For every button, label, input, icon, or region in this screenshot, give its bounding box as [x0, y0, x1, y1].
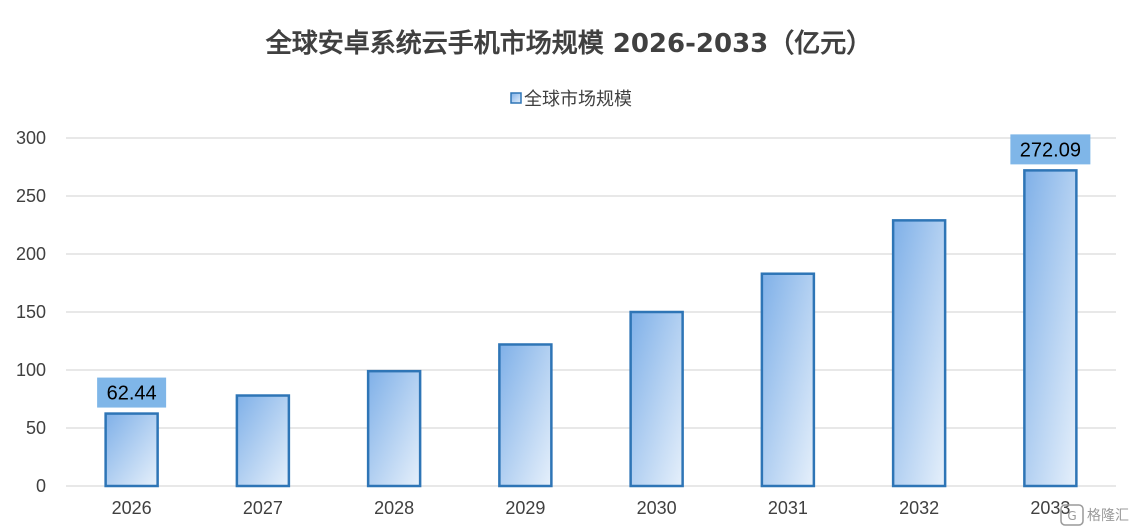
x-tick-label: 2032 [899, 498, 939, 518]
y-tick-label: 300 [16, 128, 46, 148]
y-tick-label: 250 [16, 186, 46, 206]
data-label-background [97, 377, 167, 408]
y-tick-label: 200 [16, 244, 46, 264]
bar-2031 [760, 272, 816, 488]
watermark: G 格隆汇 [1060, 504, 1129, 526]
watermark-text: 格隆汇 [1087, 508, 1129, 524]
data-label-background [1010, 134, 1091, 165]
x-axis-ticks: 2026 2027 2028 2029 2030 2031 2032 2033 [112, 498, 1071, 518]
data-label: 272.09 [1010, 134, 1091, 165]
y-tick-label: 100 [16, 360, 46, 380]
x-tick-label: 2028 [374, 498, 414, 518]
chart-title: 全球安卓系统云手机市场规模 2026-2033（亿元） [265, 28, 873, 59]
bar-2026 [104, 412, 159, 488]
data-label-text: 62.44 [107, 383, 157, 405]
bar-2029 [498, 343, 553, 488]
x-tick-label: 2026 [112, 498, 152, 518]
y-tick-label: 0 [36, 476, 46, 496]
bar-2030 [629, 310, 684, 488]
legend-label: 全球市场规模 [524, 89, 632, 110]
x-tick-label: 2027 [243, 498, 283, 518]
legend-swatch [510, 92, 522, 104]
watermark-logo-glyph: G [1067, 509, 1076, 523]
x-tick-label: 2033 [1030, 498, 1070, 518]
y-tick-label: 150 [16, 302, 46, 322]
x-tick-label: 2031 [768, 498, 808, 518]
gridlines [66, 137, 1116, 487]
bar-2027 [235, 394, 291, 488]
y-tick-label: 50 [26, 418, 46, 438]
y-axis-ticks: 0 50 100 150 200 250 300 [16, 128, 46, 496]
data-labels: 62.44 272.09 [97, 134, 1091, 408]
bar-2028 [366, 369, 422, 488]
data-label: 62.44 [97, 377, 167, 408]
bars [104, 169, 1078, 488]
data-label-text: 272.09 [1020, 139, 1081, 161]
bar-2032 [891, 219, 947, 488]
x-tick-label: 2029 [505, 498, 545, 518]
watermark-logo-icon [1060, 504, 1084, 526]
bar-2033 [1023, 169, 1078, 488]
x-tick-label: 2030 [637, 498, 677, 518]
legend: 全球市场规模 [510, 89, 632, 110]
